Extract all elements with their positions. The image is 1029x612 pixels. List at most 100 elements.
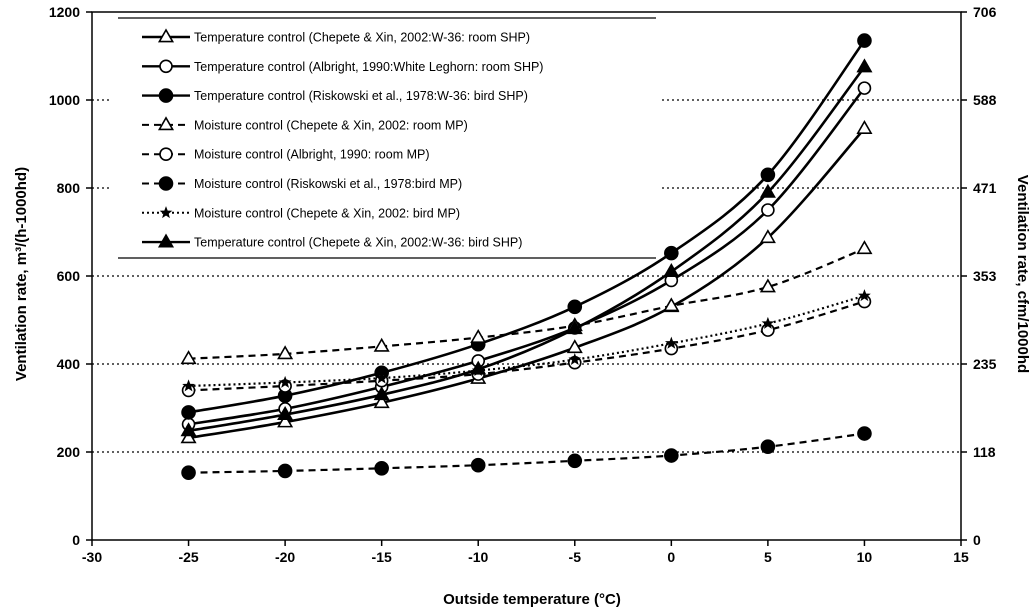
x-tick-label: -5 <box>569 549 582 565</box>
data-point <box>761 316 775 329</box>
data-point <box>663 297 680 312</box>
y-right-tick-label: 235 <box>973 356 997 372</box>
x-tick-label: 10 <box>857 549 873 565</box>
x-tick-label: 0 <box>667 549 675 565</box>
data-point <box>278 375 292 388</box>
data-point <box>157 28 175 43</box>
x-tick-label: -25 <box>178 549 198 565</box>
y-right-tick-label: 706 <box>973 4 997 20</box>
y-axis-right-label: Ventilation rate, cfm/1000hd <box>1014 175 1029 373</box>
series-layer <box>180 33 873 480</box>
data-point <box>857 426 872 441</box>
y-right-tick-label: 471 <box>973 180 997 196</box>
y-left-tick-label: 400 <box>57 356 81 372</box>
data-point <box>181 465 196 480</box>
data-point <box>277 345 294 360</box>
data-point <box>277 413 294 428</box>
series-line <box>188 247 865 360</box>
data-point <box>277 405 294 420</box>
legend-label: Moisture control (Albright, 1990: room M… <box>194 148 430 162</box>
series-4 <box>180 240 873 365</box>
data-point <box>566 339 583 354</box>
y-left-tick-label: 0 <box>72 532 80 548</box>
x-tick-label: -15 <box>372 549 392 565</box>
legend-entry: Moisture control (Albright, 1990: room M… <box>142 147 430 162</box>
data-point <box>158 176 174 191</box>
data-point <box>157 116 175 131</box>
y-left-tick-label: 1000 <box>49 92 80 108</box>
data-point <box>567 453 583 469</box>
data-point <box>181 405 196 420</box>
data-point <box>567 299 583 315</box>
legend-label: Moisture control (Chepete & Xin, 2002: b… <box>194 206 460 220</box>
data-point <box>470 328 487 343</box>
y-axis-left-label: Ventilation rate, m³/(h-1000hd) <box>13 167 30 381</box>
data-point <box>664 245 679 261</box>
x-tick-label: -10 <box>468 549 488 565</box>
data-point <box>277 463 293 479</box>
x-tick-label: -20 <box>275 549 295 565</box>
data-point <box>759 183 776 198</box>
data-point <box>664 448 679 463</box>
data-point <box>761 203 775 217</box>
x-tick-label: 15 <box>953 549 969 565</box>
legend-entry: Moisture control (Riskowski et al., 1978… <box>142 176 462 191</box>
data-point <box>856 119 873 134</box>
data-point <box>180 429 197 444</box>
data-point <box>158 88 174 103</box>
y-right-tick-label: 588 <box>973 92 997 108</box>
legend-entry: Moisture control (Chepete & Xin, 2002: b… <box>142 206 460 220</box>
data-point <box>856 240 873 255</box>
data-point <box>760 439 776 455</box>
data-point <box>759 278 776 293</box>
y-left-tick-label: 600 <box>57 268 81 284</box>
data-point <box>566 320 583 335</box>
data-point <box>665 336 678 349</box>
data-point <box>568 352 582 365</box>
data-point <box>470 457 486 473</box>
legend: Temperature control (Chepete & Xin, 2002… <box>112 16 662 259</box>
axes: -30 -25 -20 -15 -10 -5 0 5 10 1502004006008001000… <box>49 4 997 565</box>
data-point <box>159 206 173 219</box>
data-point <box>857 81 872 95</box>
x-axis-label: Outside temperature (°C) <box>443 591 621 608</box>
legend-label: Temperature control (Albright, 1990:Whit… <box>194 60 543 74</box>
y-right-tick-label: 353 <box>973 268 997 284</box>
data-point <box>470 360 487 375</box>
legend-label: Temperature control (Chepete & Xin, 2002… <box>194 236 522 250</box>
series-7 <box>182 289 871 392</box>
x-tick-label: 5 <box>764 549 772 565</box>
data-point <box>373 386 390 401</box>
legend-entry: Temperature control (Chepete & Xin, 2002… <box>142 233 522 250</box>
legend-background <box>112 16 662 258</box>
data-point <box>759 229 776 244</box>
legend-label: Temperature control (Chepete & Xin, 2002… <box>194 31 530 45</box>
data-point <box>373 394 390 409</box>
series-line <box>188 294 865 388</box>
series-8 <box>180 58 873 437</box>
y-right-tick-label: 0 <box>973 532 981 548</box>
data-point <box>159 59 173 74</box>
data-point <box>374 460 389 476</box>
y-left-tick-label: 200 <box>57 444 81 460</box>
legend-entry: Temperature control (Riskowski et al., 1… <box>142 88 528 103</box>
data-point <box>760 167 776 183</box>
data-point <box>373 337 390 352</box>
legend-entry: Temperature control (Albright, 1990:Whit… <box>142 59 543 74</box>
x-tick-label: -30 <box>82 549 102 565</box>
data-point <box>663 262 680 277</box>
data-point <box>180 350 197 365</box>
data-point <box>157 233 175 248</box>
y-left-tick-label: 800 <box>57 180 81 196</box>
legend-label: Moisture control (Chepete & Xin, 2002: r… <box>194 118 468 132</box>
data-point <box>858 289 871 302</box>
data-point <box>857 33 872 48</box>
data-point <box>159 147 173 161</box>
y-left-tick-label: 1200 <box>49 4 80 20</box>
legend-entry: Moisture control (Chepete & Xin, 2002: r… <box>142 116 468 132</box>
legend-label: Moisture control (Riskowski et al., 1978… <box>194 177 462 191</box>
legend-entry: Temperature control (Chepete & Xin, 2002… <box>142 28 530 45</box>
data-point <box>182 379 195 392</box>
series-line <box>188 432 865 474</box>
